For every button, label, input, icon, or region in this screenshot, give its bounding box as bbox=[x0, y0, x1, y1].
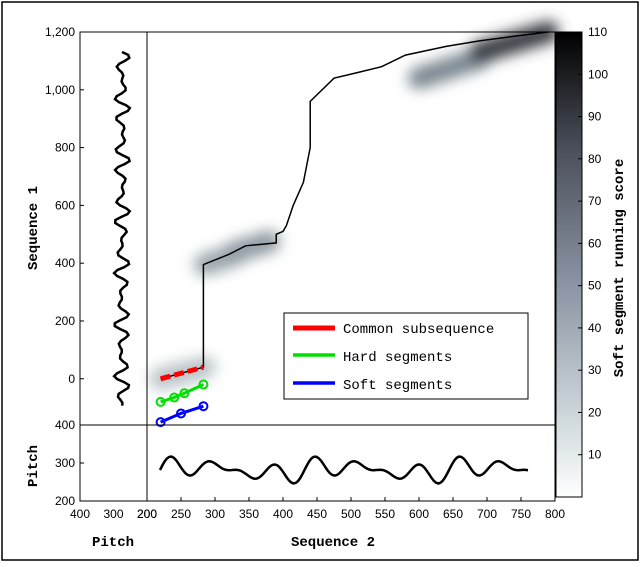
x-tick-label: 750 bbox=[511, 507, 531, 521]
colorbar: 10 20 30 40 50 60 70 80 90 100 110 Soft segment ru… bbox=[555, 25, 628, 498]
series-marker-hard bbox=[179, 388, 190, 399]
bottom-pitch-line bbox=[158, 455, 529, 485]
x-tick-label: 200 bbox=[137, 507, 157, 521]
main-y-ticks: 0 200 400 600 800 1,000 1,200 bbox=[45, 25, 84, 386]
x-tick-label: 400 bbox=[273, 507, 293, 521]
colorbar-gradient bbox=[555, 31, 583, 498]
colorbar-tick-label: 80 bbox=[588, 152, 602, 166]
series-line-soft bbox=[160, 404, 204, 424]
series-line-hard bbox=[160, 383, 205, 404]
x-axis-label: Sequence 2 bbox=[291, 535, 375, 551]
left-pitch-line bbox=[112, 50, 132, 406]
colorbar-tick-label: 30 bbox=[588, 363, 602, 377]
y-axis-label: Sequence 1 bbox=[26, 186, 42, 270]
y-tick-label: 200 bbox=[55, 314, 75, 328]
left-x-tick-label: 300 bbox=[103, 507, 123, 521]
y-tick-label: 1,000 bbox=[45, 83, 75, 97]
bottom-y-ticks: 200 300 400 bbox=[55, 418, 84, 508]
bottom-y-tick-label: 200 bbox=[55, 494, 75, 508]
bottom-y-tick-label: 400 bbox=[55, 418, 75, 432]
series-layer bbox=[155, 364, 209, 428]
series-line-common bbox=[159, 364, 205, 382]
x-tick-label: 300 bbox=[205, 507, 225, 521]
colorbar-tick-label: 40 bbox=[588, 321, 602, 335]
score-blob bbox=[408, 47, 492, 90]
bottom-y-axis-label: Pitch bbox=[26, 445, 42, 487]
alignment-path bbox=[160, 31, 549, 380]
main-x-ticks: 200 250 300 350 400 450 500 550 600 650 700 750 800 bbox=[137, 497, 565, 521]
legend: Common subsequence Hard segments Soft se… bbox=[283, 312, 529, 400]
colorbar-tick-label: 90 bbox=[588, 110, 602, 124]
legend-label-soft: Soft segments bbox=[343, 378, 452, 394]
left-pitch-trace bbox=[112, 50, 132, 406]
x-tick-label: 350 bbox=[239, 507, 259, 521]
colorbar-label: Soft segment running score bbox=[612, 159, 628, 377]
series-marker-soft bbox=[155, 417, 166, 428]
bottom-pitch-trace bbox=[158, 455, 529, 485]
series-marker-soft bbox=[198, 401, 209, 412]
colorbar-tick-label: 70 bbox=[588, 194, 602, 208]
left-x-tick-label: 200 bbox=[137, 507, 157, 521]
x-tick-label: 250 bbox=[171, 507, 191, 521]
legend-label-hard: Hard segments bbox=[343, 350, 452, 366]
x-tick-label: 550 bbox=[375, 507, 395, 521]
y-tick-label: 600 bbox=[55, 198, 75, 212]
left-x-axis-label: Pitch bbox=[92, 535, 134, 551]
x-tick-label: 650 bbox=[443, 507, 463, 521]
series-marker-hard bbox=[198, 379, 209, 390]
x-tick-label: 600 bbox=[409, 507, 429, 521]
colorbar-tick-label: 100 bbox=[588, 67, 608, 81]
series-marker-hard bbox=[169, 392, 180, 403]
alignment-path-line bbox=[160, 31, 549, 380]
colorbar-tick-label: 110 bbox=[588, 25, 607, 39]
main-plot bbox=[149, 21, 560, 428]
y-tick-label: 1,200 bbox=[45, 25, 75, 39]
x-tick-label: 800 bbox=[545, 507, 565, 521]
y-tick-label: 0 bbox=[68, 372, 75, 386]
colorbar-tick-label: 50 bbox=[588, 279, 602, 293]
y-tick-label: 400 bbox=[55, 256, 75, 270]
x-tick-label: 700 bbox=[477, 507, 497, 521]
colorbar-tick-label: 10 bbox=[588, 448, 602, 462]
left-x-tick-label: 400 bbox=[70, 507, 90, 521]
x-tick-label: 500 bbox=[341, 507, 361, 521]
colorbar-tick-label: 20 bbox=[588, 405, 602, 419]
x-tick-label: 450 bbox=[307, 507, 327, 521]
colorbar-tick-label: 60 bbox=[588, 236, 602, 250]
colorbar-ticks: 10 20 30 40 50 60 70 80 90 100 110 bbox=[578, 25, 608, 462]
series-marker-soft bbox=[176, 408, 186, 419]
y-tick-label: 800 bbox=[55, 141, 75, 155]
score-blob bbox=[469, 21, 560, 64]
bottom-y-tick-label: 300 bbox=[55, 456, 75, 470]
series-marker-hard bbox=[155, 396, 166, 407]
left-x-ticks: 400 300 200 bbox=[70, 507, 157, 521]
score-blob bbox=[224, 230, 281, 263]
legend-label-common: Common subsequence bbox=[343, 322, 494, 338]
